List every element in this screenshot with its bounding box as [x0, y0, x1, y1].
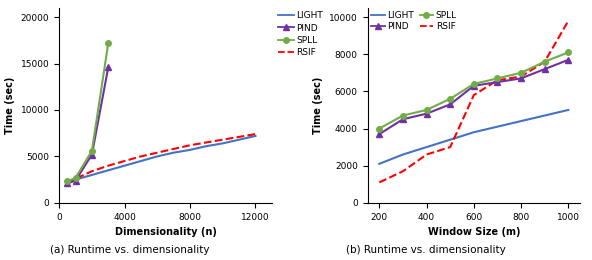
Text: (a) Runtime vs. dimensionality: (a) Runtime vs. dimensionality [50, 245, 210, 255]
X-axis label: Dimensionality (n): Dimensionality (n) [115, 227, 217, 237]
X-axis label: Window Size (m): Window Size (m) [427, 227, 520, 237]
Legend: LIGHT, PIND, SPLL, RSIF: LIGHT, PIND, SPLL, RSIF [274, 8, 327, 61]
Y-axis label: Time (sec): Time (sec) [5, 77, 15, 134]
Y-axis label: Time (sec): Time (sec) [314, 77, 323, 134]
Legend: LIGHT, PIND, SPLL, RSIF: LIGHT, PIND, SPLL, RSIF [368, 8, 461, 35]
Text: (b) Runtime vs. dimensionality: (b) Runtime vs. dimensionality [346, 245, 506, 255]
